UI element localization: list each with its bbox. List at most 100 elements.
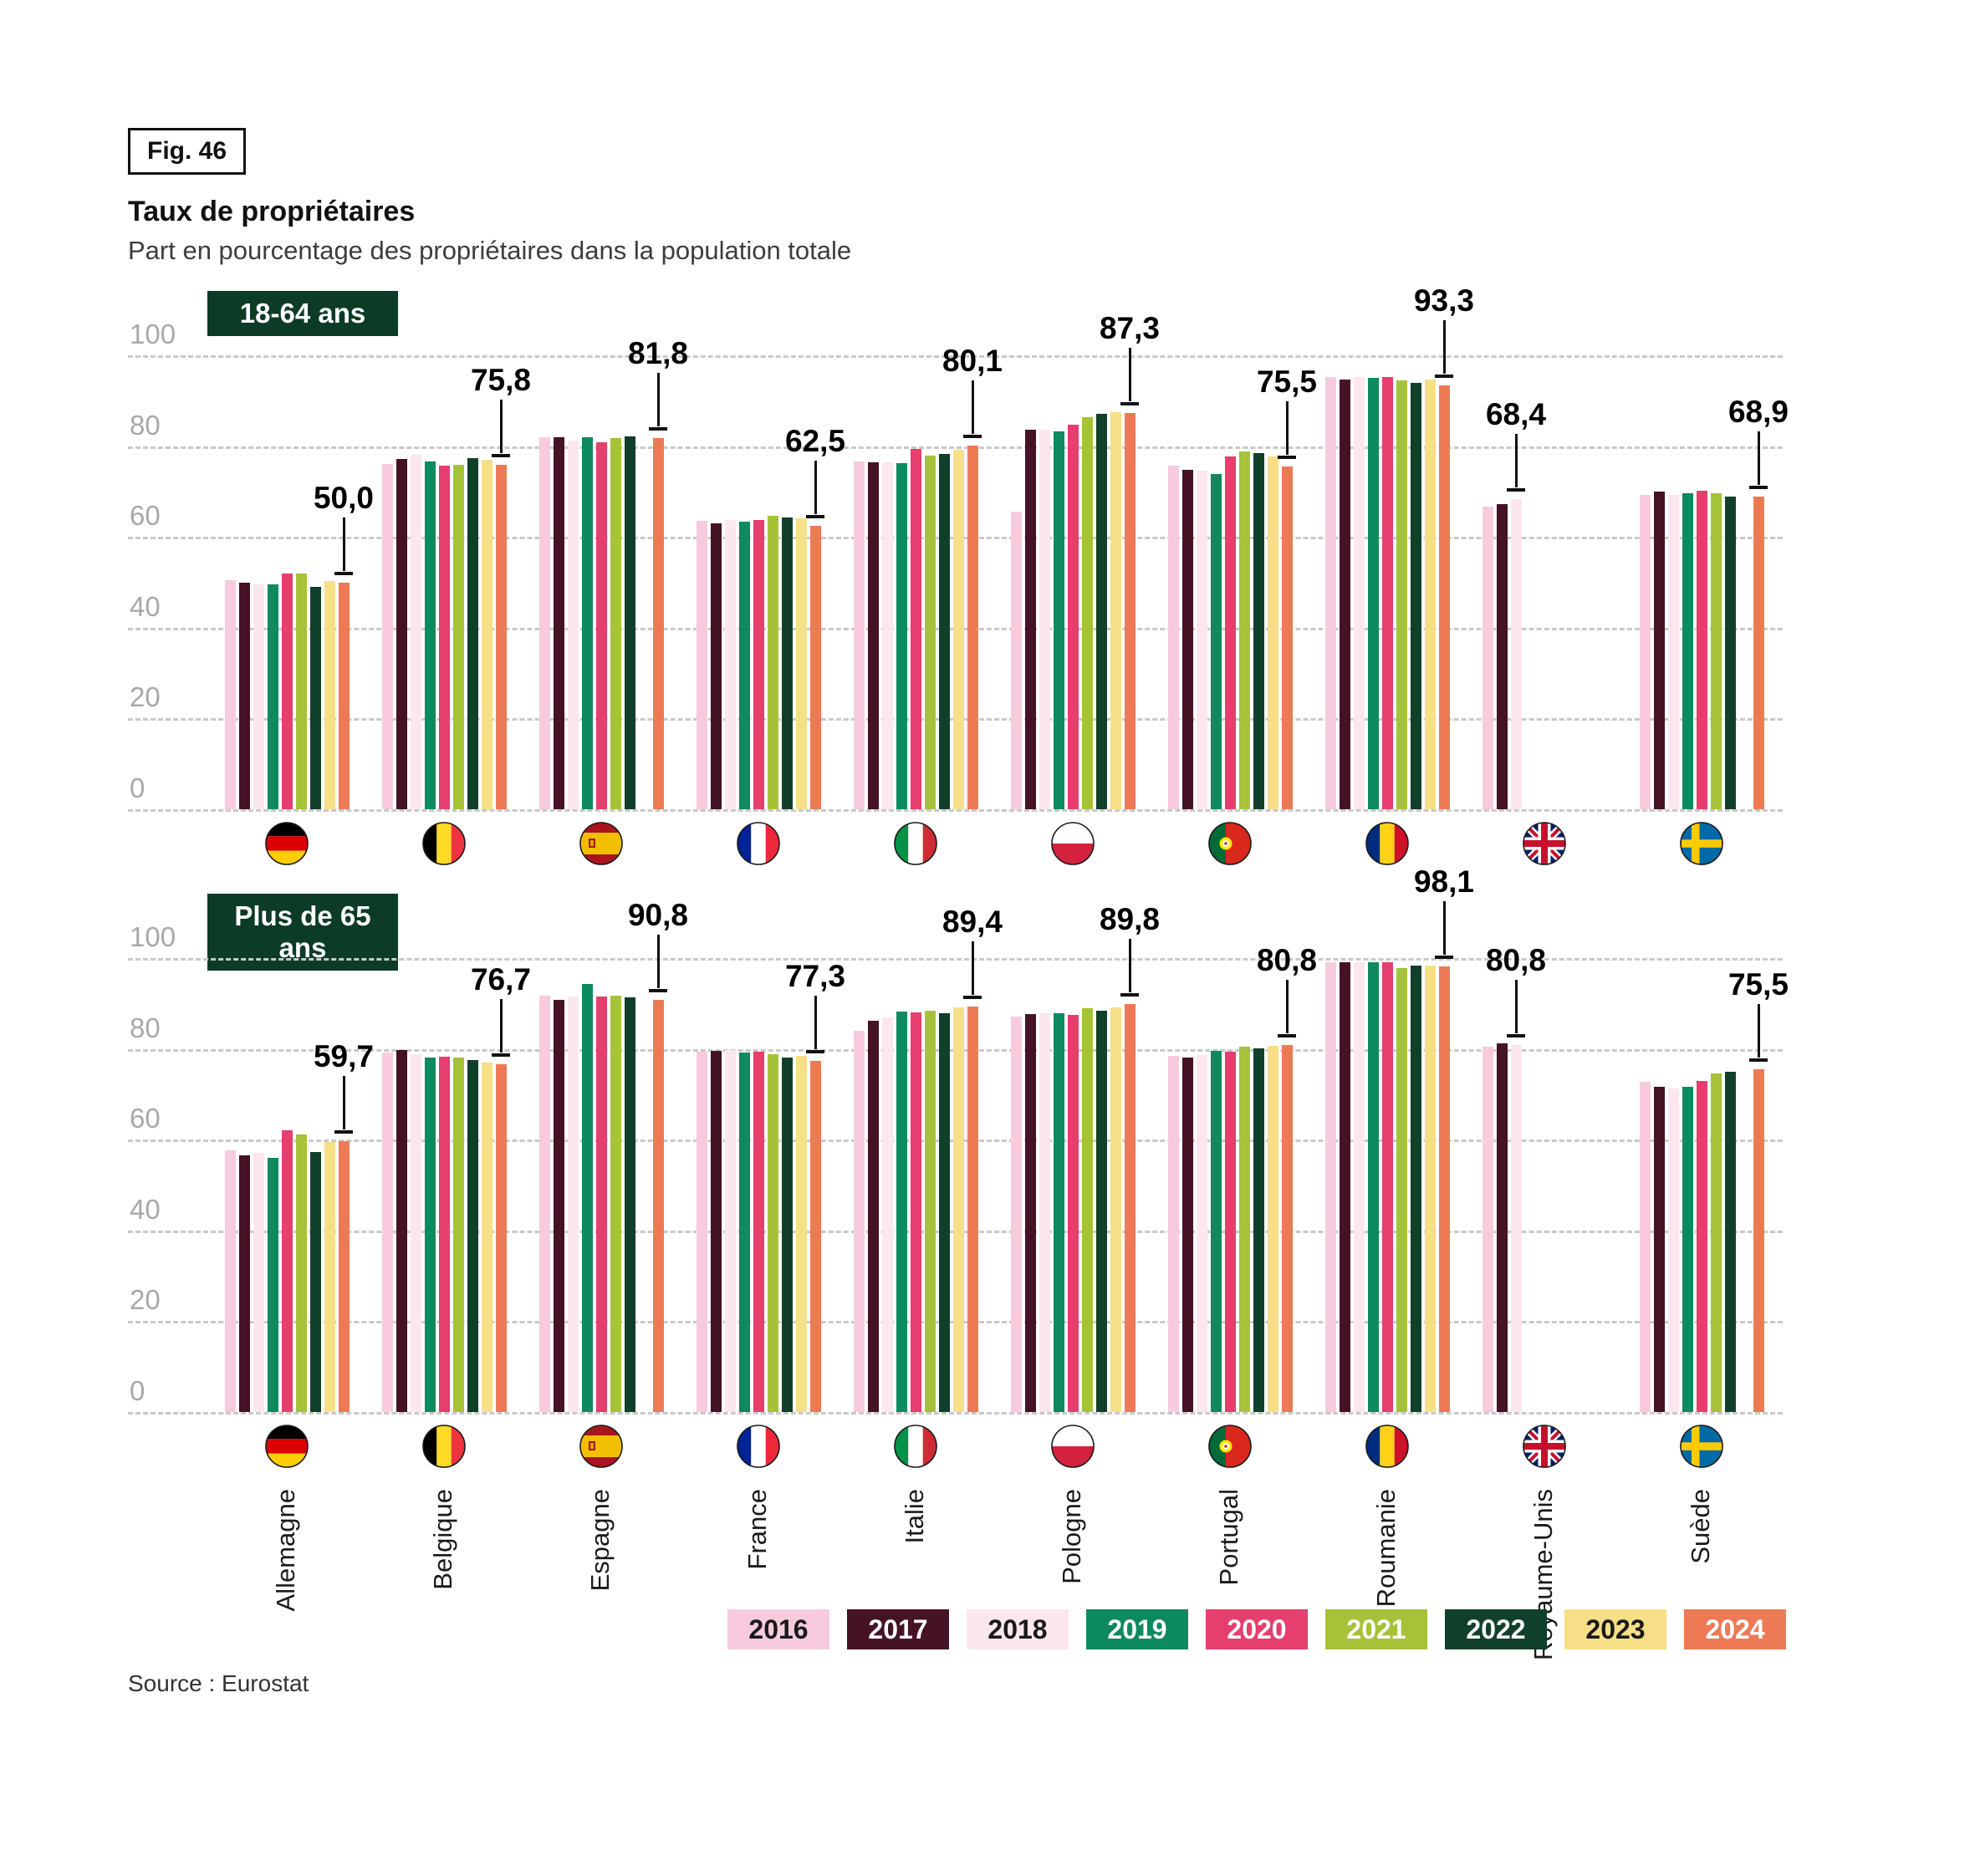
annotation-line-uk bbox=[1514, 980, 1518, 1034]
bar-it-2018 bbox=[881, 462, 893, 809]
bar-be-2021 bbox=[452, 465, 464, 809]
bar-es-2024 bbox=[652, 437, 664, 809]
bar-be-2024 bbox=[495, 1063, 507, 1412]
bar-pt-2021 bbox=[1238, 1047, 1250, 1412]
country-label-text: Suède bbox=[1686, 1489, 1715, 1564]
bar-pl-2016 bbox=[1010, 1017, 1022, 1412]
y-tick-label-20: 20 bbox=[130, 681, 161, 713]
fr-flag-icon bbox=[737, 1425, 780, 1468]
bar-de-2018 bbox=[253, 1153, 264, 1412]
annotation-line-it bbox=[971, 380, 974, 435]
annotation-tick-de bbox=[334, 571, 353, 575]
bar-pl-2024 bbox=[1124, 1004, 1135, 1412]
page-subtitle: Part en pourcentage des propriétaires da… bbox=[128, 236, 852, 265]
bar-de-2017 bbox=[238, 583, 250, 809]
annotation-tick-se bbox=[1749, 1058, 1768, 1063]
annotation-tick-be bbox=[492, 454, 510, 458]
annotation-label-de: 59,7 bbox=[313, 1038, 374, 1073]
bar-be-2020 bbox=[438, 1056, 450, 1412]
annotation-line-pl bbox=[1128, 347, 1131, 401]
bar-pt-2020 bbox=[1224, 456, 1236, 809]
bar-it-2022 bbox=[938, 453, 950, 809]
bar-se-2021 bbox=[1710, 1073, 1722, 1412]
annotation-line-es bbox=[656, 934, 660, 988]
annotation-line-de bbox=[342, 517, 345, 571]
bar-pl-2019 bbox=[1053, 431, 1064, 809]
bar-pt-2023 bbox=[1267, 456, 1278, 809]
bar-es-2016 bbox=[538, 996, 550, 1412]
bar-se-2020 bbox=[1696, 491, 1707, 809]
bar-es-2018 bbox=[567, 996, 579, 1412]
fr-flag-icon bbox=[737, 822, 780, 865]
annotation-line-fr bbox=[814, 460, 817, 514]
bar-pt-2024 bbox=[1281, 466, 1293, 809]
bar-pl-2022 bbox=[1095, 1010, 1107, 1412]
bar-it-2023 bbox=[952, 449, 964, 809]
bar-fr-2020 bbox=[753, 1052, 764, 1412]
bar-be-2019 bbox=[424, 461, 436, 809]
uk-flag-icon bbox=[1523, 822, 1566, 865]
legend-chip-2022: 2022 bbox=[1445, 1609, 1547, 1649]
annotation-tick-uk bbox=[1507, 1034, 1525, 1038]
bar-de-2019 bbox=[267, 584, 278, 809]
bar-pl-2023 bbox=[1110, 411, 1121, 809]
source-note: Source : Eurostat bbox=[128, 1670, 309, 1696]
legend-chip-2017: 2017 bbox=[847, 1609, 949, 1649]
annotation-line-ro bbox=[1442, 320, 1446, 375]
annotation-tick-fr bbox=[806, 514, 824, 518]
es-flag-icon bbox=[579, 1425, 623, 1468]
bar-ro-2023 bbox=[1424, 380, 1436, 809]
bar-es-2021 bbox=[610, 996, 621, 1412]
bar-se-2024 bbox=[1753, 1069, 1764, 1412]
pl-flag-icon bbox=[1051, 1425, 1095, 1468]
bar-be-2017 bbox=[396, 1049, 407, 1412]
annotation-label-ro: 98,1 bbox=[1413, 864, 1474, 900]
y-tick-label-0: 0 bbox=[130, 1375, 145, 1406]
bar-ro-2021 bbox=[1396, 380, 1407, 809]
bar-ro-2019 bbox=[1367, 378, 1379, 809]
annotation-tick-es bbox=[649, 426, 667, 431]
bar-pl-2018 bbox=[1039, 1013, 1050, 1412]
bar-es-2018 bbox=[567, 441, 579, 809]
bar-ro-2016 bbox=[1324, 962, 1336, 1412]
annotation-tick-ro bbox=[1435, 956, 1453, 960]
bar-ro-2016 bbox=[1324, 377, 1336, 809]
annotation-tick-se bbox=[1749, 485, 1768, 489]
annotation-line-uk bbox=[1514, 433, 1518, 487]
annotation-label-pl: 87,3 bbox=[1099, 310, 1160, 345]
bar-de-2020 bbox=[281, 1130, 293, 1412]
bar-uk-2018 bbox=[1510, 498, 1522, 809]
bar-pt-2021 bbox=[1238, 451, 1250, 809]
bar-pl-2022 bbox=[1095, 413, 1107, 809]
pt-flag-icon bbox=[1208, 1425, 1252, 1468]
country-label-de: Allemagne bbox=[271, 1489, 302, 1656]
bar-se-2021 bbox=[1710, 493, 1722, 809]
bar-de-2022 bbox=[309, 587, 321, 809]
panel-badge-65plus: Plus de 65 ans bbox=[207, 894, 398, 971]
gridline-100 bbox=[128, 355, 1783, 358]
bar-fr-2022 bbox=[781, 1057, 793, 1412]
bar-uk-2017 bbox=[1496, 1043, 1508, 1412]
y-tick-label-40: 40 bbox=[130, 1193, 161, 1225]
se-flag-icon bbox=[1680, 822, 1723, 865]
pl-flag-icon bbox=[1051, 822, 1095, 865]
bar-es-2019 bbox=[581, 983, 593, 1412]
pt-flag-icon bbox=[1208, 822, 1252, 865]
annotation-label-de: 50,0 bbox=[313, 480, 374, 515]
ro-flag-icon bbox=[1365, 822, 1409, 865]
bar-pt-2024 bbox=[1281, 1045, 1293, 1412]
bar-pl-2021 bbox=[1081, 416, 1093, 809]
annotation-line-pl bbox=[1128, 939, 1131, 993]
annotation-line-ro bbox=[1442, 901, 1446, 956]
bar-es-2019 bbox=[581, 436, 593, 809]
bar-it-2016 bbox=[853, 461, 865, 809]
bar-it-2016 bbox=[853, 1030, 865, 1412]
bar-fr-2016 bbox=[696, 1051, 707, 1412]
bar-pt-2018 bbox=[1196, 1054, 1207, 1412]
bar-se-2019 bbox=[1682, 1087, 1693, 1412]
bar-se-2017 bbox=[1653, 492, 1665, 809]
annotation-line-it bbox=[971, 941, 974, 995]
annotation-label-es: 81,8 bbox=[627, 335, 688, 370]
bar-ro-2018 bbox=[1353, 376, 1365, 809]
annotation-tick-pl bbox=[1120, 401, 1139, 405]
